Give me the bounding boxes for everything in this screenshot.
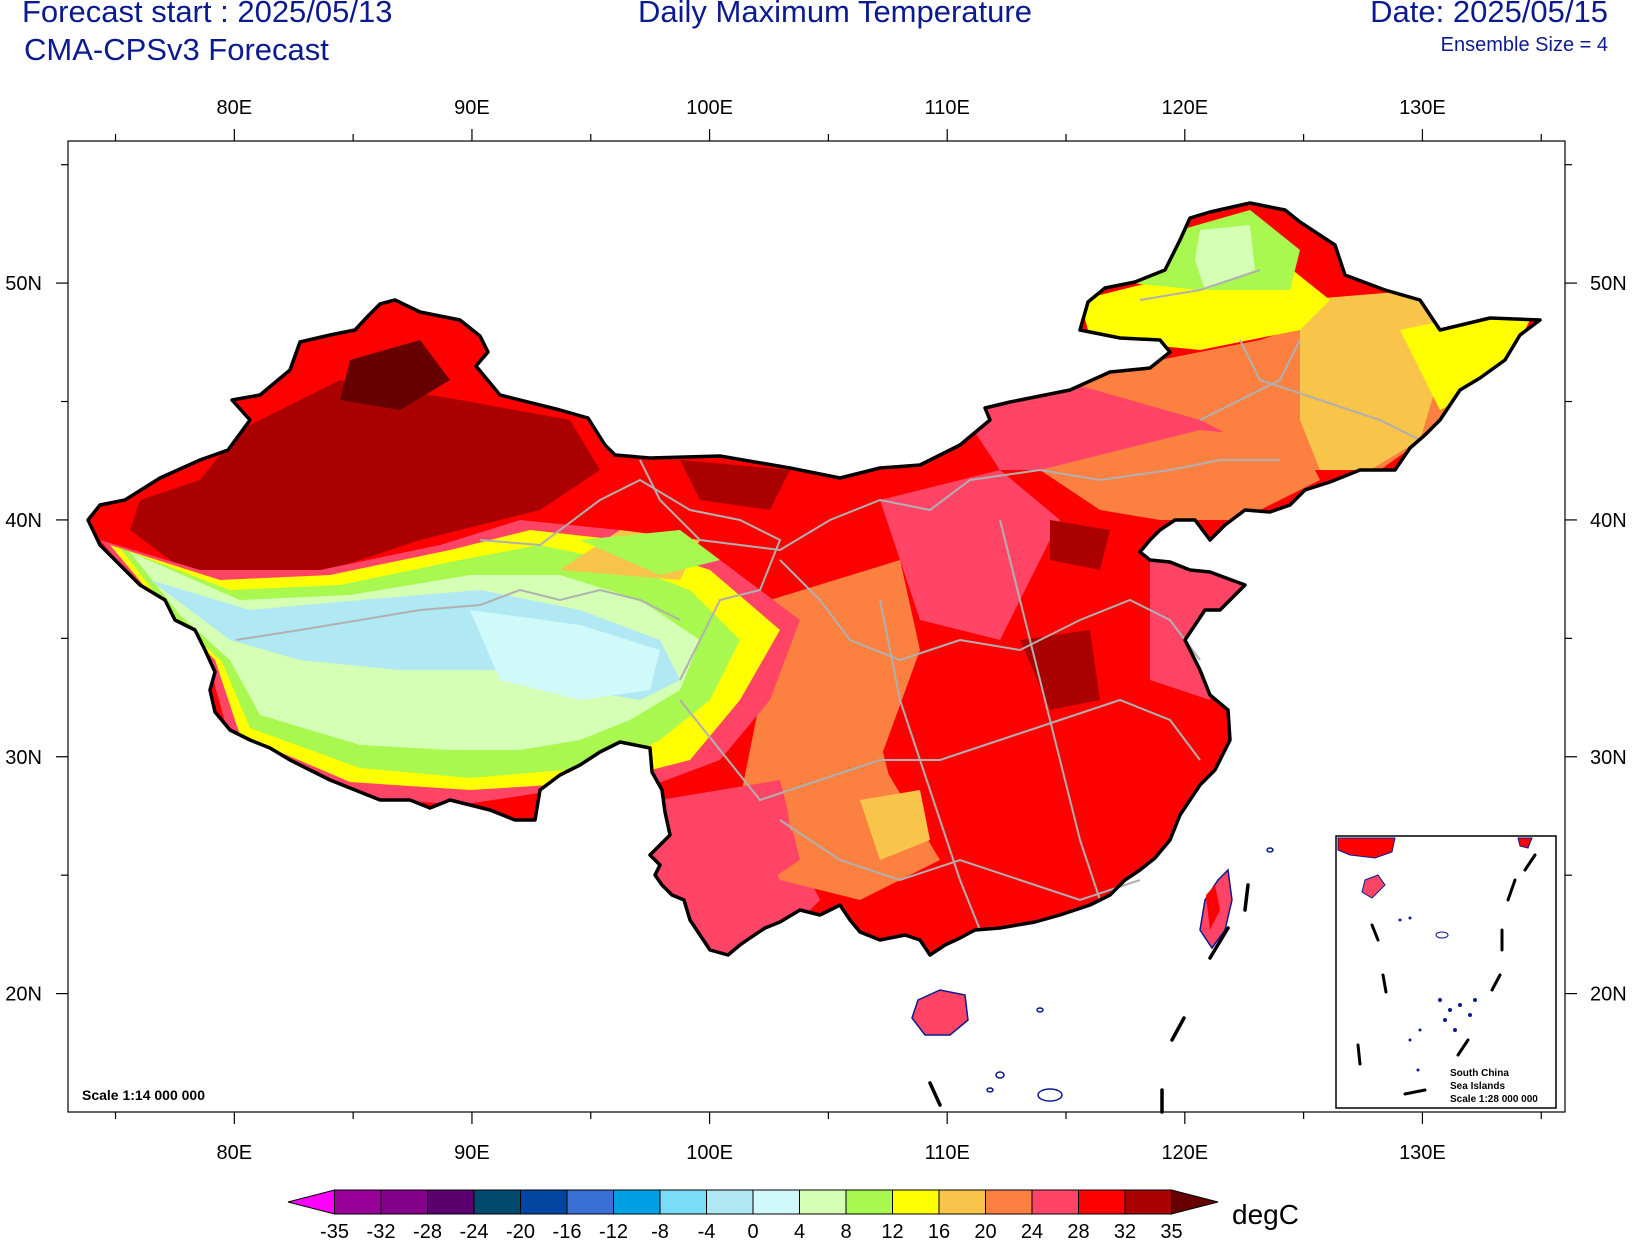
lon-label-bottom: 130E	[1399, 1142, 1446, 1164]
lat-label-left: 30N	[5, 747, 42, 769]
colorbar-tick-label: -32	[367, 1221, 396, 1241]
colorbar-tick-label: -16	[553, 1221, 582, 1241]
lat-label-right: 30N	[1590, 747, 1627, 769]
colorbar-unit-label: degC	[1232, 1199, 1299, 1230]
colorbar-tick-label: 4	[794, 1221, 805, 1241]
lon-label-bottom: 80E	[217, 1142, 253, 1164]
map-title: Daily Maximum Temperature	[638, 0, 1032, 29]
colorbar-tick-label: -4	[698, 1221, 716, 1241]
inset-label-line2: Sea Islands	[1450, 1081, 1505, 1092]
colorbar-tick-label: 28	[1067, 1221, 1089, 1241]
colorbar-segment	[1031, 1189, 1079, 1215]
lat-label-right: 40N	[1590, 510, 1627, 532]
colorbar-segment	[845, 1189, 893, 1215]
colorbar-tick-label: 24	[1021, 1221, 1043, 1241]
colorbar-segment	[287, 1189, 335, 1215]
colorbar-segment	[1078, 1189, 1126, 1215]
lon-label-top: 120E	[1161, 97, 1208, 119]
forecast-start-text: Forecast start : 2025/05/13	[22, 0, 393, 29]
lon-label-top: 90E	[454, 97, 490, 119]
colorbar-tick-label: -28	[413, 1221, 442, 1241]
colorbar-segment	[334, 1189, 382, 1215]
colorbar: -35 -32 -28 -24 -20 -16 -12 -8 -4 0 4 8 12 16 20 24 28 32…	[287, 1189, 1219, 1241]
province-boundaries	[235, 269, 1421, 931]
colorbar-tick-label: 8	[840, 1221, 851, 1241]
colorbar-tick-label: 20	[974, 1221, 996, 1241]
inset-label-line3: Scale 1:28 000 000	[1450, 1094, 1538, 1105]
colorbar-segment	[566, 1189, 614, 1215]
colorbar-segment	[1124, 1189, 1172, 1215]
colorbar-tick-label: -8	[651, 1221, 669, 1241]
colorbar-tick-label: -35	[320, 1221, 349, 1241]
maritime-dash-lines	[928, 883, 1250, 1114]
colorbar-tick-label: 16	[928, 1221, 950, 1241]
colorbar-segment	[706, 1189, 754, 1215]
colorbar-segment	[985, 1189, 1033, 1215]
colorbar-tick-label: 0	[747, 1221, 758, 1241]
lon-label-top: 100E	[686, 97, 733, 119]
small-islands	[986, 847, 1274, 1102]
inset-label-line1: South China	[1450, 1068, 1509, 1079]
lat-label-right: 50N	[1590, 273, 1627, 295]
colorbar-tick-label: 32	[1114, 1221, 1136, 1241]
colorbar-segment	[613, 1189, 661, 1215]
lon-label-bottom: 90E	[454, 1142, 490, 1164]
colorbar-segment	[938, 1189, 986, 1215]
colorbar-segment	[752, 1189, 800, 1215]
lon-label-bottom: 100E	[686, 1142, 733, 1164]
colorbar-segment	[520, 1189, 568, 1215]
colorbar-segment	[892, 1189, 940, 1215]
lat-label-left: 20N	[5, 984, 42, 1006]
lon-label-bottom: 120E	[1161, 1142, 1208, 1164]
lat-label-left: 40N	[5, 510, 42, 532]
hainan-island	[911, 989, 969, 1036]
national-border	[86, 201, 1542, 957]
colorbar-segment	[659, 1189, 707, 1215]
valid-date-text: Date: 2025/05/15	[1370, 0, 1608, 29]
model-name-text: CMA-CPSv3 Forecast	[24, 32, 329, 67]
ensemble-size-text: Ensemble Size = 4	[1440, 34, 1608, 56]
colorbar-tick-label: 35	[1160, 1221, 1182, 1241]
colorbar-segment	[427, 1189, 475, 1215]
map-axes: 80E 80E 90E 90E 100E 100E 110E 110E 120E 120E 130E…	[5, 97, 1626, 1164]
lon-label-top: 130E	[1399, 97, 1446, 119]
colorbar-tick-label: 12	[881, 1221, 903, 1241]
map-scale-text: Scale 1:14 000 000	[82, 1087, 205, 1103]
colorbar-tick-label: -24	[460, 1221, 489, 1241]
colorbar-segment	[799, 1189, 847, 1215]
colorbar-tick-label: -12	[599, 1221, 628, 1241]
south-china-sea-inset: South China Sea Islands Scale 1:28 000 0…	[1335, 835, 1557, 1109]
colorbar-segment	[380, 1189, 428, 1215]
colorbar-segment	[473, 1189, 521, 1215]
lon-label-bottom: 110E	[925, 1142, 970, 1164]
lon-label-top: 110E	[925, 97, 970, 119]
colorbar-segment	[1171, 1189, 1219, 1215]
lat-label-left: 50N	[5, 273, 42, 295]
colorbar-tick-label: -20	[506, 1221, 535, 1241]
lon-label-top: 80E	[217, 97, 253, 119]
lat-label-right: 20N	[1590, 984, 1627, 1006]
